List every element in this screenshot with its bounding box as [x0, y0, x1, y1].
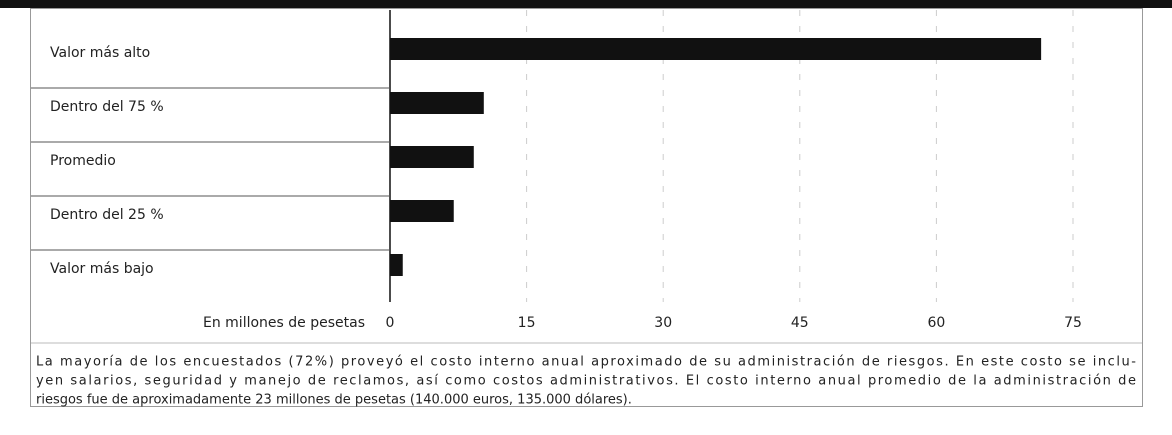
y-tick-label: Promedio [50, 153, 116, 169]
x-tick-label: 15 [518, 315, 536, 331]
y-tick-label: Valor más alto [50, 45, 150, 61]
bar [390, 200, 454, 222]
x-axis-label: En millones de pesetas [203, 315, 365, 331]
x-tick-label: 75 [1064, 315, 1082, 331]
bar [390, 146, 474, 168]
bar [390, 92, 484, 114]
y-tick-label: Valor más bajo [50, 261, 154, 277]
x-tick-label: 0 [386, 315, 395, 331]
y-tick-label: Dentro del 75 % [50, 99, 164, 115]
x-tick-label: 45 [791, 315, 809, 331]
note-line: yen salarios, seguridad y manejo de recl… [36, 374, 1136, 389]
bar [390, 38, 1042, 60]
note-line: riesgos fue de aproximadamente 23 millon… [36, 393, 632, 408]
top-rule [0, 0, 1172, 8]
bar [390, 254, 403, 276]
frame [30, 8, 1143, 407]
x-tick-label: 30 [654, 315, 672, 331]
note-line: La mayoría de los encuestados (72%) prov… [36, 355, 1136, 370]
y-tick-label: Dentro del 25 % [50, 207, 164, 223]
x-tick-label: 60 [927, 315, 945, 331]
